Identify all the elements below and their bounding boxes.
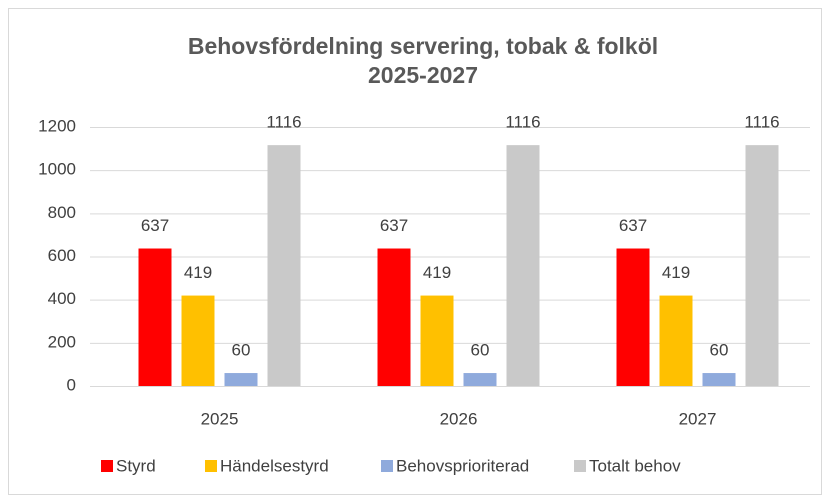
data-label: 419 [184,263,212,282]
chart-title: Behovsfördelning servering, tobak & folk… [188,33,658,59]
data-label: 637 [380,216,408,235]
bar [181,295,215,386]
bar [267,145,301,386]
y-tick-label: 1000 [38,160,76,179]
bar [377,248,411,386]
x-tick-label: 2025 [201,409,239,428]
data-label: 419 [662,263,690,282]
x-tick-label: 2026 [440,409,478,428]
chart-title: 2025-2027 [368,62,478,88]
y-tick-label: 1200 [38,116,76,135]
y-tick-label: 800 [48,203,76,222]
legend-swatch [101,460,113,472]
data-label: 637 [141,216,169,235]
y-tick-label: 600 [48,246,76,265]
legend-label: Behovsprioriterad [396,456,529,475]
legend-label: Styrd [116,456,156,475]
data-label: 637 [619,216,647,235]
bar [616,248,650,386]
legend-label: Händelsestyrd [220,456,329,475]
data-label: 1116 [744,113,779,132]
legend-swatch [205,460,217,472]
y-tick-label: 400 [48,289,76,308]
x-tick-label: 2027 [679,409,717,428]
bar [702,373,736,386]
legend-swatch [381,460,393,472]
bar [138,248,172,386]
bar [745,145,779,386]
data-label: 60 [232,341,251,360]
data-label: 60 [471,341,490,360]
bar [506,145,540,386]
bar [224,373,258,386]
bar [659,295,693,386]
legend-label: Totalt behov [589,456,681,475]
bar [463,373,497,386]
data-label: 1116 [266,113,301,132]
y-tick-label: 200 [48,332,76,351]
y-tick-label: 0 [67,375,76,394]
legend-swatch [574,460,586,472]
data-label: 60 [710,341,729,360]
data-label: 419 [423,263,451,282]
bar [420,295,454,386]
data-label: 1116 [505,113,540,132]
